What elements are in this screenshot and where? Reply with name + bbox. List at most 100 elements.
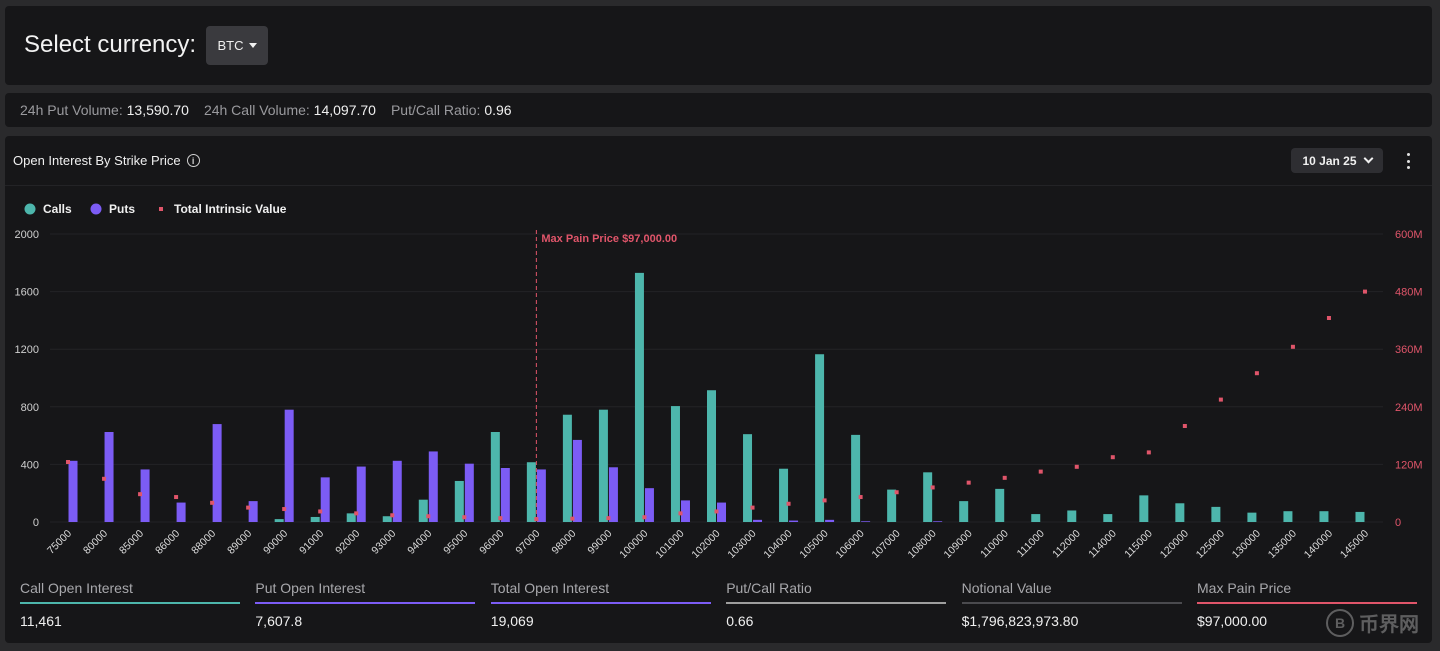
x-axis-tick-label: 92000	[333, 528, 362, 557]
intrinsic-value-point	[1002, 475, 1007, 480]
stat-put-call-ratio: Put/Call Ratio: 0.96	[391, 102, 512, 118]
legend-marker	[159, 207, 163, 211]
x-axis-tick-label: 98000	[549, 528, 578, 557]
summary-item: Total Open Interest 19,069	[490, 580, 711, 629]
intrinsic-value-point	[570, 516, 575, 521]
intrinsic-value-point	[1038, 469, 1043, 474]
x-axis-tick-label: 99000	[585, 528, 614, 557]
intrinsic-value-point	[462, 515, 467, 520]
x-axis-tick-label: 85000	[117, 528, 146, 557]
x-axis-tick-label: 107000	[869, 528, 902, 561]
x-axis-tick-label: 94000	[405, 528, 434, 557]
x-axis-tick-label: 105000	[797, 528, 830, 561]
info-icon[interactable]: i	[186, 154, 200, 167]
x-axis-tick-label: 120000	[1158, 528, 1191, 561]
intrinsic-value-point	[210, 500, 215, 505]
x-axis-tick-label: 114000	[1086, 528, 1119, 561]
summary-underline	[726, 602, 947, 604]
legend-marker	[24, 203, 36, 215]
call-bar	[490, 432, 500, 522]
right-axis-tick-label: 0	[1395, 517, 1401, 529]
watermark-logo-icon: B	[1326, 608, 1354, 637]
put-bar	[753, 519, 763, 522]
call-bar	[1103, 514, 1113, 522]
right-axis-tick-label: 360M	[1395, 344, 1423, 356]
call-bar	[995, 488, 1005, 522]
volume-stats-bar: 24h Put Volume: 13,590.70 24h Call Volum…	[5, 93, 1432, 127]
put-bar	[176, 502, 186, 522]
x-axis-tick-label: 101000	[653, 528, 686, 561]
summary-item: Call Open Interest 11,461	[20, 580, 240, 629]
x-axis-tick-label: 80000	[81, 528, 110, 557]
put-bar	[572, 439, 582, 522]
put-bar	[825, 519, 835, 522]
legend-label: Calls	[43, 202, 72, 216]
call-bar	[923, 472, 933, 522]
x-axis-tick-label: 90000	[261, 528, 290, 557]
more-options-icon[interactable]	[1403, 151, 1413, 171]
call-bar	[562, 414, 572, 522]
x-axis-tick-label: 115000	[1122, 528, 1155, 561]
call-bar	[418, 499, 428, 522]
stat-value: 0.96	[484, 102, 512, 118]
call-bar	[779, 468, 789, 522]
intrinsic-value-point	[642, 515, 647, 520]
watermark: B 币界网	[1326, 608, 1419, 637]
intrinsic-value-point	[1218, 397, 1223, 402]
intrinsic-value-point	[66, 460, 71, 464]
intrinsic-value-point	[282, 507, 287, 512]
x-axis-tick-label: 130000	[1230, 528, 1263, 561]
put-bar	[933, 521, 943, 522]
put-bar	[104, 432, 114, 522]
x-axis-tick-label: 96000	[477, 528, 506, 557]
intrinsic-value-point	[1326, 316, 1331, 320]
currency-dropdown[interactable]: BTC	[206, 26, 268, 65]
expiry-date-value: 10 Jan 25	[1302, 153, 1357, 168]
call-bar	[1355, 511, 1365, 522]
x-axis-tick-label: 112000	[1050, 528, 1083, 561]
right-axis-tick-label: 120M	[1395, 459, 1423, 471]
put-bar	[536, 469, 546, 522]
call-bar	[1247, 512, 1257, 522]
intrinsic-value-point	[930, 485, 935, 490]
x-axis-tick-label: 108000	[906, 528, 939, 561]
x-axis-tick-label: 75000	[45, 528, 74, 557]
expiry-date-dropdown[interactable]: 10 Jan 25	[1291, 148, 1383, 173]
intrinsic-value-point	[1146, 450, 1151, 455]
x-axis-tick-label: 88000	[189, 528, 218, 557]
put-bar	[428, 451, 438, 522]
stat-label: 24h Call Volume:	[203, 102, 310, 118]
x-axis-tick-label: 89000	[225, 528, 254, 557]
right-axis-tick-label: 240M	[1395, 402, 1423, 414]
stat-value: 14,097.70	[313, 102, 376, 118]
x-axis-tick-label: 103000	[725, 528, 758, 561]
call-bar	[598, 409, 608, 522]
call-bar	[1211, 506, 1221, 522]
currency-value: BTC	[217, 38, 244, 53]
x-axis-tick-label: 106000	[833, 528, 866, 561]
summary-label: Notional Value	[961, 580, 1052, 596]
intrinsic-value-point	[102, 476, 107, 481]
intrinsic-value-point	[1074, 464, 1079, 469]
stat-put-volume: 24h Put Volume: 13,590.70	[20, 102, 189, 118]
call-bar	[851, 434, 861, 522]
summary-value: 0.66	[726, 613, 754, 629]
stat-value: 13,590.70	[126, 102, 189, 118]
call-bar	[815, 354, 825, 522]
right-axis-tick-label: 480M	[1395, 287, 1423, 299]
currency-panel: Select currency: BTC	[5, 6, 1432, 85]
left-axis-tick-label: 0	[33, 517, 39, 529]
intrinsic-value-point	[354, 511, 359, 516]
call-bar	[382, 516, 392, 522]
x-axis-tick-label: 135000	[1266, 528, 1299, 561]
summary-value: 11,461	[20, 613, 62, 629]
call-bar	[1175, 503, 1185, 522]
intrinsic-value-point	[426, 514, 431, 519]
put-bar	[320, 477, 330, 522]
put-bar	[392, 460, 402, 522]
intrinsic-value-point	[1110, 455, 1115, 460]
summary-item: Notional Value $1,796,823,973.80	[961, 580, 1182, 629]
left-axis-tick-label: 2000	[15, 229, 39, 241]
intrinsic-value-point	[606, 516, 611, 521]
put-bar	[68, 460, 78, 522]
